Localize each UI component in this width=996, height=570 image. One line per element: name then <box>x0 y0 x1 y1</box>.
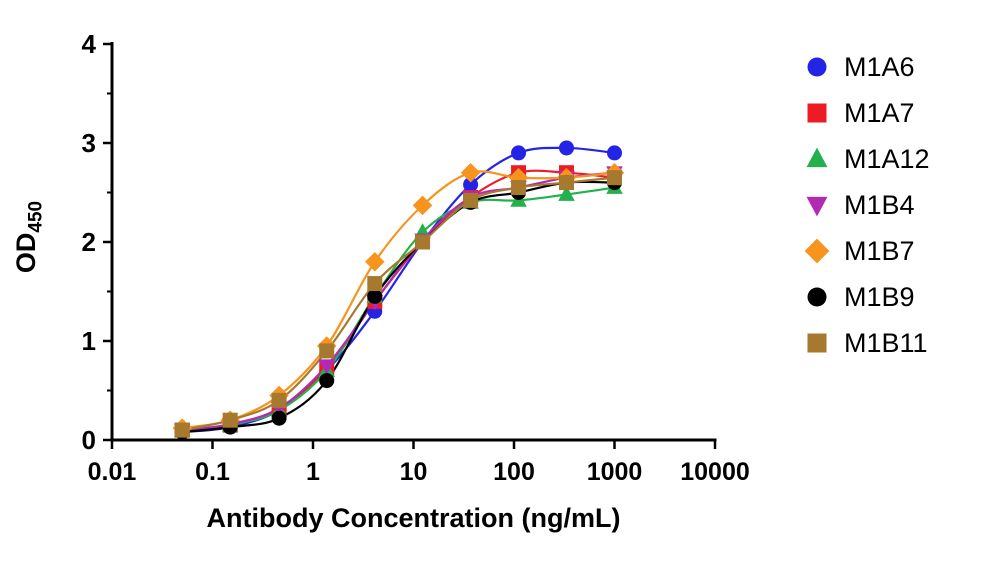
legend-marker <box>806 196 828 217</box>
y-axis-title-base: OD <box>11 232 41 274</box>
series-markers-M1A7 <box>174 165 622 438</box>
legend-label: M1B11 <box>844 327 928 358</box>
fit-curve <box>181 169 616 432</box>
series-curve-M1B9 <box>181 180 616 434</box>
y-tick-label: 1 <box>82 326 96 356</box>
series-curve-M1B7 <box>181 170 616 430</box>
legend-item-M1A12: M1A12 <box>802 144 930 174</box>
y-axis-title: OD450 <box>11 152 55 322</box>
data-point-marker <box>558 185 575 201</box>
data-point-marker <box>367 276 383 292</box>
series-curve-M1A7 <box>181 169 616 432</box>
diamond-icon <box>804 238 830 264</box>
fit-curve <box>181 170 616 430</box>
fit-curve <box>181 171 616 432</box>
triangle-up-icon <box>806 147 828 168</box>
legend-item-M1B7: M1B7 <box>802 236 930 266</box>
series-markers-M1B4 <box>173 166 623 440</box>
series-curve-M1B11 <box>181 176 616 432</box>
fit-curve <box>181 186 616 432</box>
data-point-marker <box>415 234 431 250</box>
x-tick-label: 10 <box>400 458 428 486</box>
circle-icon <box>807 57 827 77</box>
y-tick-label: 4 <box>82 29 97 59</box>
legend-item-M1B11: M1B11 <box>802 328 930 358</box>
legend: M1A6 M1A7 M1A12 M1B4 M1B7 M1B9 M1B11 <box>802 52 930 358</box>
data-point-marker <box>318 359 335 375</box>
triangle-down-icon <box>806 196 828 217</box>
data-point-marker <box>463 192 479 208</box>
series-curve-M1A6 <box>181 146 616 434</box>
data-point-marker <box>271 392 287 408</box>
series-markers-M1B7 <box>172 162 625 438</box>
legend-item-M1B9: M1B9 <box>802 282 930 312</box>
legend-item-M1A6: M1A6 <box>802 52 930 82</box>
legend-item-M1A7: M1A7 <box>802 98 930 128</box>
fit-curve <box>181 180 616 434</box>
data-point-marker <box>559 140 575 156</box>
legend-label: M1A7 <box>844 97 915 128</box>
legend-marker <box>807 333 827 353</box>
data-point-marker <box>511 145 527 161</box>
legend-label: M1A12 <box>844 143 930 174</box>
legend-marker <box>807 103 827 123</box>
data-point-marker <box>559 175 575 191</box>
circle-icon <box>807 287 827 307</box>
legend-label: M1B7 <box>844 235 915 266</box>
legend-label: M1B9 <box>844 281 915 312</box>
fit-curve <box>181 146 616 434</box>
legend-label: M1A6 <box>844 51 915 82</box>
data-point-marker <box>460 162 481 183</box>
x-tick-label: 0.01 <box>88 458 137 486</box>
x-axis-title: Antibody Concentration (ng/mL) <box>206 503 621 533</box>
data-point-marker <box>271 410 287 426</box>
x-tick-label: 10000 <box>680 458 750 486</box>
series-curve-M1B4 <box>181 171 616 432</box>
legend-marker <box>806 147 828 168</box>
data-point-marker <box>412 195 433 216</box>
data-point-marker <box>222 412 238 428</box>
data-point-marker <box>367 288 383 304</box>
x-tick-label: 100 <box>493 458 535 486</box>
legend-marker <box>804 238 830 264</box>
data-point-marker <box>511 180 527 196</box>
x-tick-label: 1000 <box>587 458 643 486</box>
legend-marker <box>807 57 827 77</box>
square-icon <box>807 333 827 353</box>
x-tick-label: 1 <box>306 458 320 486</box>
legend-label: M1B4 <box>844 189 915 220</box>
data-point-marker <box>174 422 190 438</box>
data-point-marker <box>607 170 622 186</box>
data-point-marker <box>607 145 622 161</box>
y-tick-label: 3 <box>82 128 96 158</box>
y-tick-label: 0 <box>82 425 96 455</box>
data-point-marker <box>463 177 479 193</box>
legend-marker <box>807 287 827 307</box>
data-point-marker <box>319 373 335 389</box>
fit-curve <box>181 176 616 432</box>
square-icon <box>807 103 827 123</box>
series-markers-M1A12 <box>173 178 623 437</box>
legend-item-M1B4: M1B4 <box>802 190 930 220</box>
series-markers-M1B11 <box>174 170 622 438</box>
y-axis-title-subscript: 450 <box>25 200 47 233</box>
series-curve-M1A12 <box>181 186 616 432</box>
series-markers-M1B9 <box>174 175 622 440</box>
y-tick-label: 2 <box>82 227 96 257</box>
data-point-marker <box>319 343 335 359</box>
data-point-marker <box>365 252 385 272</box>
x-tick-label: 0.1 <box>195 458 230 486</box>
